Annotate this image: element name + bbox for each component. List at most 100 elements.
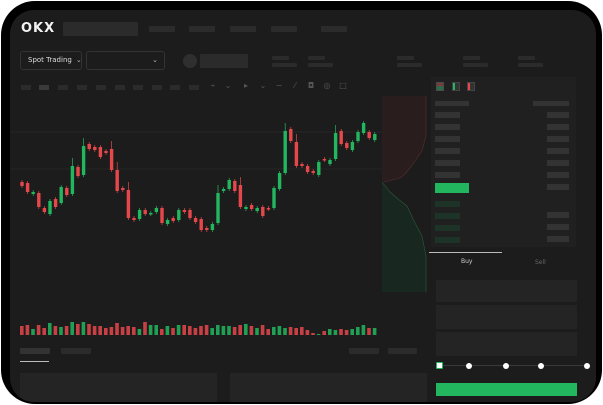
buy-submit-button[interactable]	[436, 383, 577, 396]
timeframe-button[interactable]	[189, 85, 199, 90]
camera-icon[interactable]: ◘	[307, 81, 315, 90]
timeframe-button[interactable]	[77, 85, 87, 90]
filter-button[interactable]	[388, 348, 417, 354]
stat-value	[518, 63, 543, 67]
tab-order-history[interactable]	[61, 348, 91, 354]
candle-body	[289, 129, 293, 141]
stat-label	[518, 56, 535, 60]
coin-icon	[183, 54, 197, 68]
candle-body	[93, 147, 97, 150]
price-input[interactable]	[436, 280, 577, 302]
line-icon[interactable]: ∼	[275, 81, 283, 90]
percent-slider-handle[interactable]	[436, 362, 443, 369]
depth-chart	[382, 96, 427, 292]
indicator-icon[interactable]: ⌁	[210, 81, 216, 90]
search-bar[interactable]	[63, 22, 138, 36]
orders-panel-right	[230, 373, 427, 402]
volume-bar	[148, 325, 153, 335]
candle-body	[143, 210, 147, 214]
bid-amount	[547, 224, 569, 230]
nav-item[interactable]	[149, 26, 175, 32]
volume-bar	[132, 327, 136, 335]
slider-mark-100[interactable]	[584, 363, 590, 369]
nav-item[interactable]	[230, 26, 256, 32]
candle-body	[76, 167, 80, 176]
volume-bar	[171, 328, 175, 335]
volume-bar	[328, 329, 332, 335]
candle-body	[31, 192, 35, 194]
volume-bar	[266, 329, 270, 335]
percent-slider-track[interactable]	[440, 365, 588, 366]
candle-body	[126, 190, 131, 218]
chevron-down-icon[interactable]: ⌄	[259, 81, 267, 90]
volume-bar	[104, 328, 108, 335]
candle-body	[233, 181, 237, 191]
volume-bar	[272, 327, 276, 335]
candle-body	[255, 208, 259, 211]
pair-dropdown[interactable]: ⌄	[86, 51, 165, 70]
candle-body	[109, 149, 114, 170]
candle-body	[294, 142, 299, 166]
timeframe-button[interactable]	[133, 85, 143, 90]
volume-bar	[277, 326, 282, 335]
volume-bar	[115, 323, 119, 335]
market-type-dropdown[interactable]: Spot Trading ⌄	[20, 51, 82, 70]
amount-input[interactable]	[436, 305, 577, 329]
volume-bar	[288, 327, 293, 335]
volume-bar	[244, 324, 248, 335]
ask-amount	[547, 172, 569, 178]
orderbook-asks-icon[interactable]	[467, 82, 475, 91]
bid-price	[435, 237, 460, 243]
chevron-down-icon[interactable]: ⌄	[224, 81, 232, 90]
candle-body	[25, 183, 30, 192]
candle-body	[20, 182, 24, 186]
volume-bar	[316, 334, 321, 335]
chart-type-icon[interactable]: ▸	[243, 81, 248, 90]
candle-body	[70, 166, 75, 194]
tab-buy[interactable]: Buy	[461, 258, 473, 265]
nav-item[interactable]	[189, 26, 215, 32]
timeframe-button[interactable]	[152, 85, 162, 90]
tab-sell[interactable]: Sell	[535, 259, 546, 266]
candle-body	[305, 166, 310, 172]
pencil-icon[interactable]: ⁄	[294, 81, 296, 90]
orderbook-header-amount	[533, 101, 569, 106]
fullscreen-icon[interactable]: □	[339, 81, 347, 90]
candle-body	[367, 132, 371, 138]
ask-price	[435, 112, 460, 118]
candle-body	[165, 220, 170, 224]
bid-amount	[547, 236, 569, 242]
volume-bar	[87, 324, 91, 335]
timeframe-button[interactable]	[96, 85, 106, 90]
tab-open-orders[interactable]	[20, 348, 50, 354]
volume-bar	[64, 326, 69, 335]
slider-mark-25[interactable]	[466, 363, 472, 369]
timeframe-button[interactable]	[21, 85, 31, 90]
timeframe-button-active[interactable]	[39, 85, 49, 90]
stat-value	[397, 63, 422, 67]
nav-item[interactable]	[321, 26, 347, 32]
orderbook-both-icon[interactable]	[436, 82, 444, 91]
volume-bar	[221, 326, 226, 335]
nav-item[interactable]	[271, 26, 297, 32]
slider-mark-50[interactable]	[503, 363, 509, 369]
candle-body	[249, 205, 254, 209]
stat-label	[272, 56, 289, 60]
volume-bar	[182, 325, 186, 335]
ask-price	[435, 136, 460, 142]
active-tab-underline	[20, 361, 49, 362]
volume-bar	[322, 331, 326, 335]
candle-body	[373, 134, 377, 140]
volume-bar	[59, 327, 63, 335]
total-input[interactable]	[436, 332, 577, 356]
timeframe-button[interactable]	[115, 85, 125, 90]
orderbook-bids-icon[interactable]	[452, 82, 460, 91]
timeframe-button[interactable]	[170, 85, 180, 90]
timeframe-button[interactable]	[58, 85, 68, 90]
slider-mark-75[interactable]	[538, 363, 544, 369]
volume-bar	[36, 325, 41, 335]
filter-button[interactable]	[349, 348, 379, 354]
candlestick-chart[interactable]	[10, 95, 430, 340]
settings-icon[interactable]: ◎	[323, 81, 331, 90]
ask-price	[435, 172, 460, 178]
